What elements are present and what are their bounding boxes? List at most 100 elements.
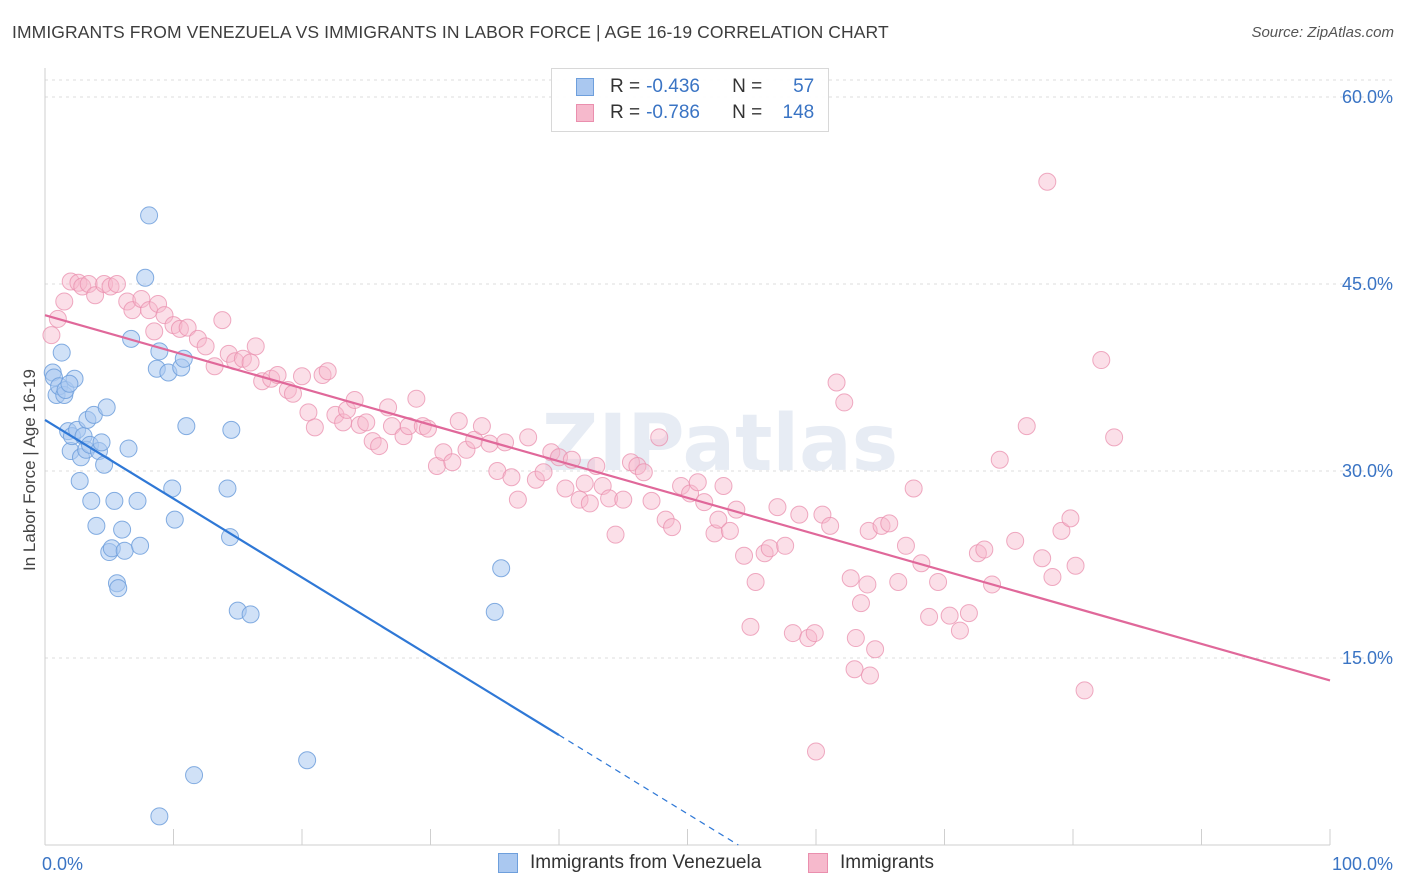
- trend-line-venezuela: [44, 418, 560, 736]
- watermark: ZIPatlas: [542, 399, 898, 489]
- data-point-immigrants: [776, 536, 795, 555]
- data-point-immigrants: [526, 470, 545, 489]
- data-point-immigrants: [219, 344, 238, 363]
- legend-swatch-pink: [808, 853, 828, 873]
- y-axis-label-wrap: In Labor Force | Age 16-19: [0, 320, 60, 620]
- data-point-venezuela: [115, 541, 134, 560]
- data-point-immigrants: [556, 479, 575, 498]
- data-point-immigrants: [178, 318, 197, 337]
- data-point-immigrants: [634, 463, 653, 482]
- data-point-immigrants: [443, 453, 462, 472]
- trend-line-venezuela-extrapolated: [558, 734, 739, 846]
- data-point-venezuela: [185, 766, 204, 785]
- data-point-immigrants: [705, 524, 724, 543]
- data-point-immigrants: [940, 606, 959, 625]
- data-point-immigrants: [1017, 417, 1036, 436]
- legend-swatch-pink: [576, 104, 594, 122]
- data-point-venezuela: [128, 491, 147, 510]
- source-label: Source: ZipAtlas.com: [1251, 24, 1394, 41]
- legend-item-immigrants[interactable]: Immigrants: [808, 852, 934, 874]
- data-point-venezuela: [87, 516, 106, 535]
- data-point-immigrants: [821, 516, 840, 535]
- data-point-immigrants: [959, 604, 978, 623]
- data-point-immigrants: [370, 437, 389, 456]
- data-point-venezuela: [221, 528, 240, 547]
- data-point-immigrants: [213, 311, 232, 330]
- y-tick-label: 15.0%: [1342, 648, 1393, 668]
- data-point-immigrants: [1038, 172, 1057, 191]
- data-point-venezuela: [218, 479, 237, 498]
- data-point-immigrants: [457, 440, 476, 459]
- x-tick-label: 100.0%: [1332, 854, 1393, 874]
- data-point-immigrants: [790, 505, 809, 524]
- data-point-immigrants: [845, 660, 864, 679]
- y-axis-label: In Labor Force | Age 16-19: [20, 369, 39, 571]
- data-point-immigrants: [519, 428, 538, 447]
- data-point-immigrants: [580, 494, 599, 513]
- data-point-immigrants: [735, 546, 754, 565]
- data-point-immigrants: [508, 490, 527, 509]
- data-point-immigrants: [746, 572, 765, 591]
- legend-n-label: N =: [732, 76, 763, 97]
- data-point-immigrants: [672, 476, 691, 495]
- series-legend: Immigrants from Venezuela Immigrants: [0, 852, 1406, 878]
- data-point-immigrants: [394, 427, 413, 446]
- legend-swatch-blue: [498, 853, 518, 873]
- data-point-immigrants: [851, 594, 870, 613]
- data-point-immigrants: [714, 476, 733, 495]
- data-point-immigrants: [79, 275, 98, 293]
- data-point-venezuela: [105, 491, 124, 510]
- legend-r-label: R =: [610, 102, 641, 123]
- tick-labels: 15.0% 30.0% 45.0% 60.0% 0.0% 100.0%: [42, 87, 1393, 874]
- legend-r-value: -0.436: [646, 76, 700, 97]
- data-point-immigrants: [246, 337, 265, 356]
- y-tick-label: 45.0%: [1342, 274, 1393, 294]
- data-point-immigrants: [663, 518, 682, 537]
- data-point-immigrants: [920, 607, 939, 626]
- data-point-immigrants: [760, 539, 779, 558]
- data-point-immigrants: [1061, 509, 1080, 528]
- data-point-immigrants: [755, 544, 774, 563]
- data-point-immigrants: [326, 405, 345, 424]
- chart-title: IMMIGRANTS FROM VENEZUELA VS IMMIGRANTS …: [12, 22, 889, 42]
- data-point-venezuela: [165, 510, 184, 529]
- data-point-immigrants: [107, 275, 126, 293]
- data-point-immigrants: [299, 403, 318, 422]
- data-point-immigrants: [835, 393, 854, 412]
- data-point-immigrants: [472, 417, 491, 436]
- data-point-immigrants: [188, 329, 207, 348]
- legend-n-value: 57: [793, 76, 815, 97]
- data-point-immigrants: [118, 292, 137, 311]
- legend-label-immigrants: Immigrants: [840, 852, 934, 873]
- trend-lines: [44, 314, 1331, 846]
- data-point-immigrants: [205, 357, 224, 376]
- data-point-immigrants: [61, 272, 80, 291]
- legend-r-label: R =: [610, 76, 641, 97]
- data-point-venezuela: [241, 605, 260, 624]
- data-point-immigrants: [990, 450, 1009, 469]
- data-point-immigrants: [145, 322, 164, 341]
- data-point-immigrants: [606, 525, 625, 544]
- data-point-venezuela: [140, 206, 159, 225]
- data-point-immigrants: [929, 572, 948, 591]
- data-point-immigrants: [449, 412, 468, 431]
- data-point-immigrants: [650, 428, 669, 447]
- data-point-immigrants: [357, 413, 376, 432]
- data-point-immigrants: [614, 490, 633, 509]
- axes: [44, 68, 1331, 846]
- legend-item-venezuela[interactable]: Immigrants from Venezuela: [498, 852, 761, 874]
- data-point-venezuela: [92, 433, 111, 452]
- data-point-immigrants: [196, 337, 215, 356]
- legend-swatch-blue: [576, 78, 594, 96]
- trend-line-immigrants: [44, 314, 1331, 682]
- legend-r-value: -0.786: [646, 102, 700, 123]
- data-point-immigrants: [1006, 531, 1025, 550]
- data-point-venezuela: [119, 439, 138, 458]
- data-point-immigrants: [688, 473, 707, 492]
- legend-n-label: N =: [732, 102, 763, 123]
- data-point-venezuela: [136, 268, 155, 287]
- data-point-venezuela: [97, 398, 116, 417]
- y-tick-label: 30.0%: [1342, 461, 1393, 481]
- data-point-immigrants: [866, 640, 885, 659]
- data-point-immigrants: [1052, 521, 1071, 540]
